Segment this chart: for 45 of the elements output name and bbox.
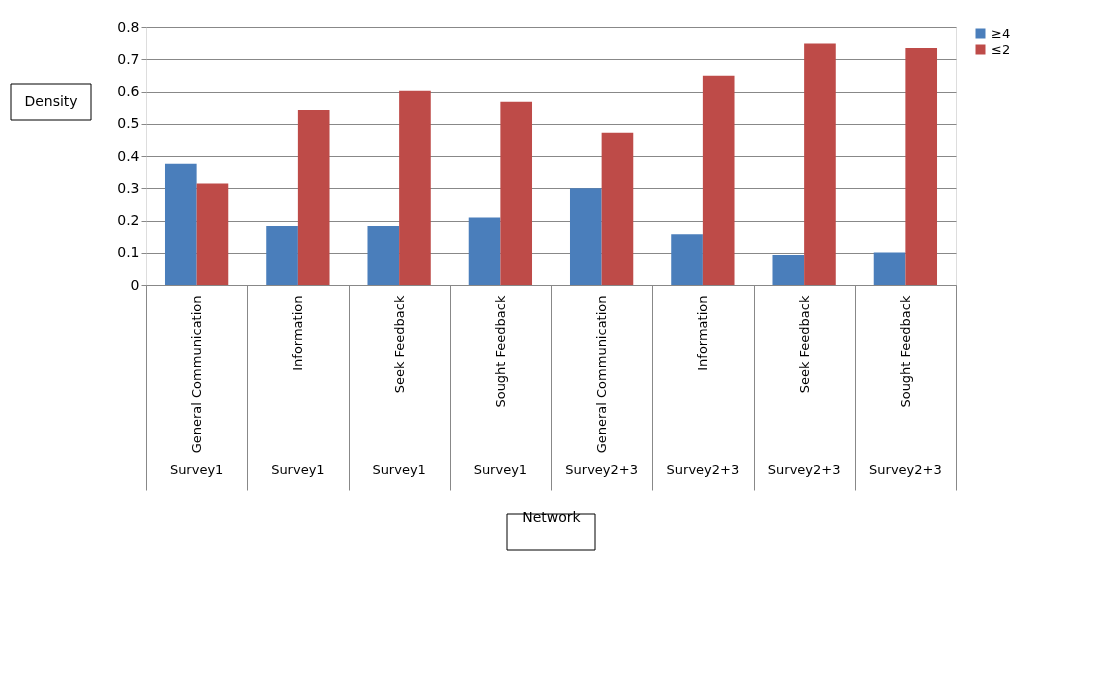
- bar: [164, 163, 197, 285]
- bar: [702, 75, 735, 285]
- text: Survey1: [169, 462, 224, 477]
- x-tick-label: Seek Feedback: [391, 295, 407, 394]
- y-tick-label: 0.3: [117, 179, 140, 196]
- y-axis-title: Density: [24, 93, 78, 109]
- x-axis-title: Network: [522, 508, 582, 525]
- bar: [297, 109, 330, 285]
- y-tick-label: 0.2: [117, 212, 140, 228]
- text: Survey2+3: [767, 462, 841, 477]
- bar: [399, 90, 431, 285]
- y-tick-label: 0.4: [117, 147, 140, 164]
- bar: [569, 188, 602, 285]
- bar: [804, 43, 836, 285]
- bar: [601, 132, 634, 285]
- x-tick-label: Sought Feedback: [492, 295, 508, 408]
- bar: [500, 101, 533, 285]
- bar: [367, 225, 400, 285]
- text: Survey1: [271, 462, 325, 477]
- text: Survey2+3: [565, 462, 638, 477]
- y-tick-label: 0.6: [117, 83, 140, 99]
- y-tick-label: 0: [130, 276, 140, 293]
- bar: [873, 252, 906, 285]
- bar: [468, 217, 501, 285]
- text: Survey1: [372, 462, 426, 477]
- text: Survey2+3: [869, 462, 942, 477]
- text: Survey1: [473, 462, 528, 477]
- legend-label: ≤2: [991, 41, 1011, 57]
- x-tick-label: Seek Feedback: [796, 295, 812, 394]
- y-tick-label: 0.1: [117, 244, 140, 261]
- bar: [671, 234, 703, 285]
- y-tick-label: 0.5: [117, 115, 140, 132]
- legend-label: ≥4: [991, 25, 1011, 41]
- y-tick-label: 0.7: [117, 50, 140, 67]
- bar: [772, 255, 805, 285]
- y-tick-label: 0.8: [117, 18, 140, 35]
- x-tick-label: Sought Feedback: [897, 295, 913, 408]
- x-tick-label: General Communication: [594, 295, 610, 454]
- bar: [905, 47, 938, 285]
- text: Survey2+3: [666, 462, 740, 477]
- x-tick-label: Information: [695, 295, 711, 371]
- bar: [196, 183, 229, 285]
- bar: [266, 225, 298, 285]
- x-tick-label: Information: [290, 295, 306, 371]
- x-tick-label: General Communication: [189, 295, 205, 454]
